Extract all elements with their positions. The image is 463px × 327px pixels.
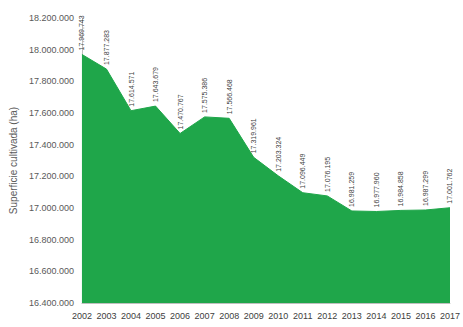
svg-text:2004: 2004: [121, 311, 141, 321]
svg-text:17.614.571: 17.614.571: [128, 72, 135, 107]
svg-text:16.987.299: 16.987.299: [422, 171, 429, 206]
svg-text:2012: 2012: [317, 311, 337, 321]
svg-text:17.566.468: 17.566.468: [226, 79, 233, 114]
svg-text:17.001.762: 17.001.762: [446, 169, 453, 204]
svg-text:2005: 2005: [146, 311, 166, 321]
svg-text:2007: 2007: [195, 311, 215, 321]
svg-text:18.200.000: 18.200.000: [29, 13, 74, 23]
svg-text:2013: 2013: [342, 311, 362, 321]
svg-text:17.076.195: 17.076.195: [324, 157, 331, 192]
svg-text:17.800.000: 17.800.000: [29, 76, 74, 86]
svg-text:17.600.000: 17.600.000: [29, 108, 74, 118]
svg-text:16.977.960: 16.977.960: [373, 172, 380, 207]
svg-text:18.000.000: 18.000.000: [29, 45, 74, 55]
svg-text:17.319.961: 17.319.961: [250, 118, 257, 153]
svg-text:2006: 2006: [170, 311, 190, 321]
svg-text:17.643.679: 17.643.679: [152, 67, 159, 102]
svg-text:17.400.000: 17.400.000: [29, 140, 74, 150]
svg-text:17.000.000: 17.000.000: [29, 203, 74, 213]
svg-text:2015: 2015: [391, 311, 411, 321]
svg-text:17.969.743: 17.969.743: [78, 15, 85, 50]
svg-text:2008: 2008: [219, 311, 239, 321]
svg-text:2003: 2003: [96, 311, 116, 321]
svg-text:2017: 2017: [440, 311, 460, 321]
svg-text:2009: 2009: [244, 311, 264, 321]
svg-text:2002: 2002: [72, 311, 92, 321]
svg-text:16.800.000: 16.800.000: [29, 235, 74, 245]
svg-text:16.400.000: 16.400.000: [29, 298, 74, 308]
svg-text:2016: 2016: [415, 311, 435, 321]
svg-text:16.600.000: 16.600.000: [29, 266, 74, 276]
svg-text:Superficie cultivada (ha): Superficie cultivada (ha): [8, 107, 19, 214]
svg-text:17.877.283: 17.877.283: [103, 30, 110, 65]
svg-text:2014: 2014: [366, 311, 386, 321]
svg-text:16.984.858: 16.984.858: [397, 171, 404, 206]
svg-text:17.203.324: 17.203.324: [275, 137, 282, 172]
svg-text:17.096.449: 17.096.449: [299, 154, 306, 189]
svg-text:17.470.767: 17.470.767: [177, 94, 184, 129]
svg-text:17.200.000: 17.200.000: [29, 171, 74, 181]
svg-text:17.575.386: 17.575.386: [201, 78, 208, 113]
svg-text:16.981.259: 16.981.259: [348, 172, 355, 207]
svg-text:2011: 2011: [293, 311, 312, 321]
svg-text:2010: 2010: [268, 311, 288, 321]
